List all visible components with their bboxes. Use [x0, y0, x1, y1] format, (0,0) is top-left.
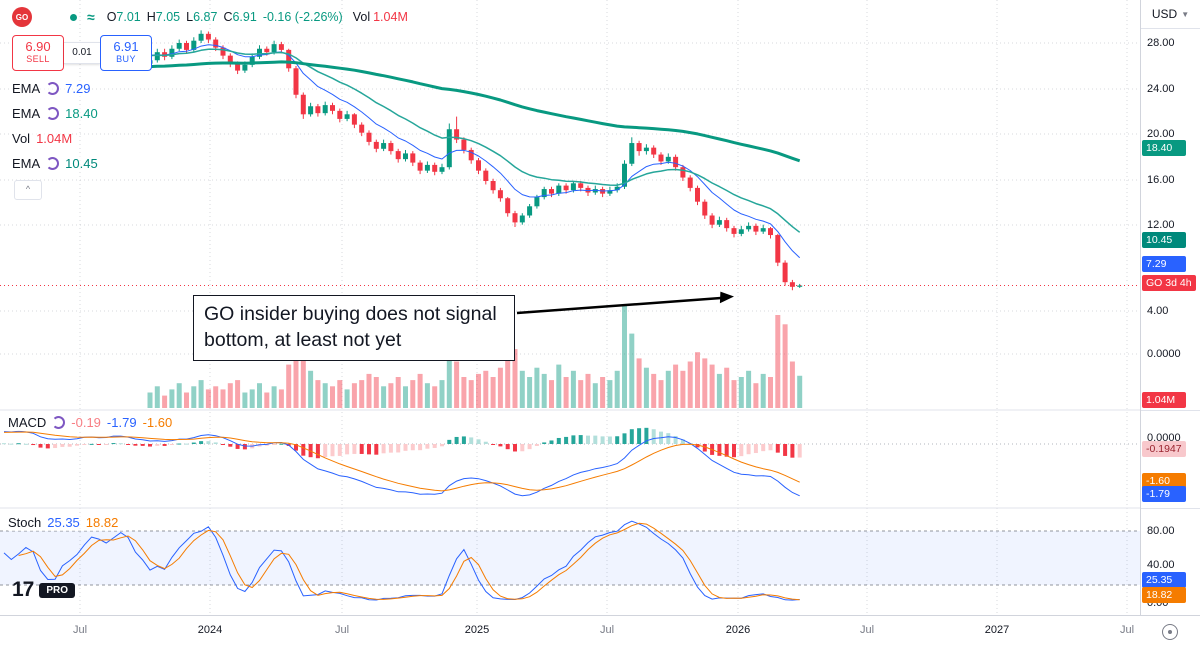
volume-layer: [147, 305, 803, 408]
price-axis-tick: 28.00: [1147, 37, 1175, 49]
price-axis-tick: 4.00: [1147, 305, 1169, 317]
symbol-header: GO ≈ O7.01 H7.05 L6.87 C6.91 -0.16 (-2.26%)…: [12, 7, 408, 27]
macd-label: MACD: [8, 415, 47, 430]
macd-values: -0.19 -1.79 -1.60: [71, 415, 173, 430]
target-icon[interactable]: [1158, 620, 1182, 644]
target-outer-circle: [1162, 624, 1178, 640]
tradingview-logo[interactable]: 17 PRO: [12, 578, 76, 602]
market-status-dot: [70, 13, 77, 21]
chart-canvas[interactable]: [0, 0, 1140, 615]
indicator-legend-row[interactable]: EMA 10.45: [12, 155, 98, 172]
annotation-note[interactable]: GO insider buying does not signal bottom…: [193, 295, 515, 361]
time-axis-label: 2024: [197, 624, 223, 636]
price-axis-badge: -1.79: [1142, 486, 1186, 502]
price-axis-badge: 25.35: [1142, 572, 1186, 588]
indicator-legend-row[interactable]: EMA 7.29: [12, 80, 91, 97]
buy-price: 6.91: [113, 39, 139, 54]
indicator-value: 7.29: [65, 81, 91, 96]
price-axis-tick: 12.00: [1147, 219, 1175, 231]
pane-separator: [1141, 410, 1200, 411]
buy-label: BUY: [116, 54, 136, 64]
price-axis-badge: 7.29: [1142, 256, 1186, 272]
target-inner-dot: [1168, 630, 1172, 634]
loading-spinner-icon: [46, 157, 60, 170]
price-axis-badge: GO 3d 4h: [1142, 275, 1196, 291]
symbol-logo[interactable]: GO: [12, 7, 32, 27]
time-axis-label: 2027: [984, 624, 1010, 636]
price-axis-badge: -1.60: [1142, 473, 1186, 489]
time-axis-label: Jul: [1119, 624, 1135, 636]
macd-layer: [0, 427, 1140, 497]
price-axis-badge: 1.04M: [1142, 392, 1186, 408]
time-axis-label: Jul: [334, 624, 350, 636]
ema-layer: [149, 44, 801, 259]
grid-layer: [0, 0, 1140, 615]
spread-value: 0.01: [64, 42, 100, 64]
indicator-legend-row[interactable]: EMA 18.40: [12, 105, 98, 122]
pro-badge: PRO: [39, 582, 76, 598]
time-axis-label: Jul: [859, 624, 875, 636]
time-axis-label: Jul: [599, 624, 615, 636]
collapse-legend-button[interactable]: ^: [14, 180, 42, 200]
indicator-value: 18.40: [65, 106, 98, 121]
time-axis-label: 2025: [464, 624, 490, 636]
price-axis-tick: 16.00: [1147, 174, 1175, 186]
ohlc-values: O7.01 H7.05 L6.87 C6.91: [107, 10, 263, 24]
macd-legend-row[interactable]: MACD -0.19 -1.79 -1.60: [8, 414, 179, 431]
trade-widget: 6.90 SELL 0.01 6.91 BUY: [12, 35, 152, 71]
sell-button[interactable]: 6.90 SELL: [12, 35, 64, 71]
stoch-legend-row[interactable]: Stoch 25.35 18.82: [8, 514, 125, 531]
loading-spinner-icon: [46, 107, 60, 120]
price-axis-tick: 80.00: [1147, 525, 1175, 537]
sell-label: SELL: [26, 54, 50, 64]
price-axis-tick: 24.00: [1147, 83, 1175, 95]
price-axis-tick: 20.00: [1147, 128, 1175, 140]
time-axis-label: 2026: [725, 624, 751, 636]
sell-price: 6.90: [25, 39, 51, 54]
stoch-values: 25.35 18.82: [47, 515, 119, 530]
buy-button[interactable]: 6.91 BUY: [100, 35, 152, 71]
ohlc-item: C6.91: [223, 10, 257, 24]
price-axis-badge: 18.82: [1142, 587, 1186, 603]
time-axis[interactable]: Jul 2024 Jul 2025 Jul 2026 Jul 2027 Jul: [0, 615, 1200, 649]
chevron-down-icon: ▼: [1181, 9, 1190, 19]
tv-logo-glyph: 17: [12, 578, 34, 601]
price-axis-badge: -0.1947: [1142, 441, 1186, 457]
volume-value: 1.04M: [373, 10, 408, 24]
currency-value: USD: [1151, 7, 1178, 21]
loading-spinner-icon: [46, 82, 60, 95]
loading-spinner-icon: [52, 416, 66, 429]
ohlc-item: L6.87: [186, 10, 218, 24]
indicator-value: 10.45: [65, 156, 98, 171]
session-wave-icon: ≈: [87, 9, 95, 25]
currency-dropdown[interactable]: USD ▼: [1141, 0, 1200, 29]
price-axis-tick: 40.00: [1147, 559, 1175, 571]
price-axis[interactable]: USD ▼ 28.00 24.00 20.00 16.00 12.00 4.00 0.000…: [1140, 0, 1200, 615]
time-axis-label: Jul: [72, 624, 88, 636]
price-axis-badge: 18.40: [1142, 140, 1186, 156]
stoch-layer: [0, 520, 1140, 601]
stoch-label: Stoch: [8, 515, 42, 530]
ohlc-item: H7.05: [146, 10, 181, 24]
ohlc-item: O7.01: [106, 10, 141, 24]
annotation-arrow: [516, 291, 734, 315]
price-axis-tick: 0.0000: [1147, 348, 1181, 360]
candles-layer: [147, 30, 803, 291]
price-axis-badge: 10.45: [1142, 232, 1186, 248]
indicator-value: 1.04M: [36, 131, 73, 146]
indicator-legend-row[interactable]: Vol 1.04M: [12, 130, 73, 147]
change-value: -0.16 (-2.26%): [262, 10, 343, 24]
pane-separator: [1141, 508, 1200, 509]
volume-label: Vol: [352, 10, 371, 24]
